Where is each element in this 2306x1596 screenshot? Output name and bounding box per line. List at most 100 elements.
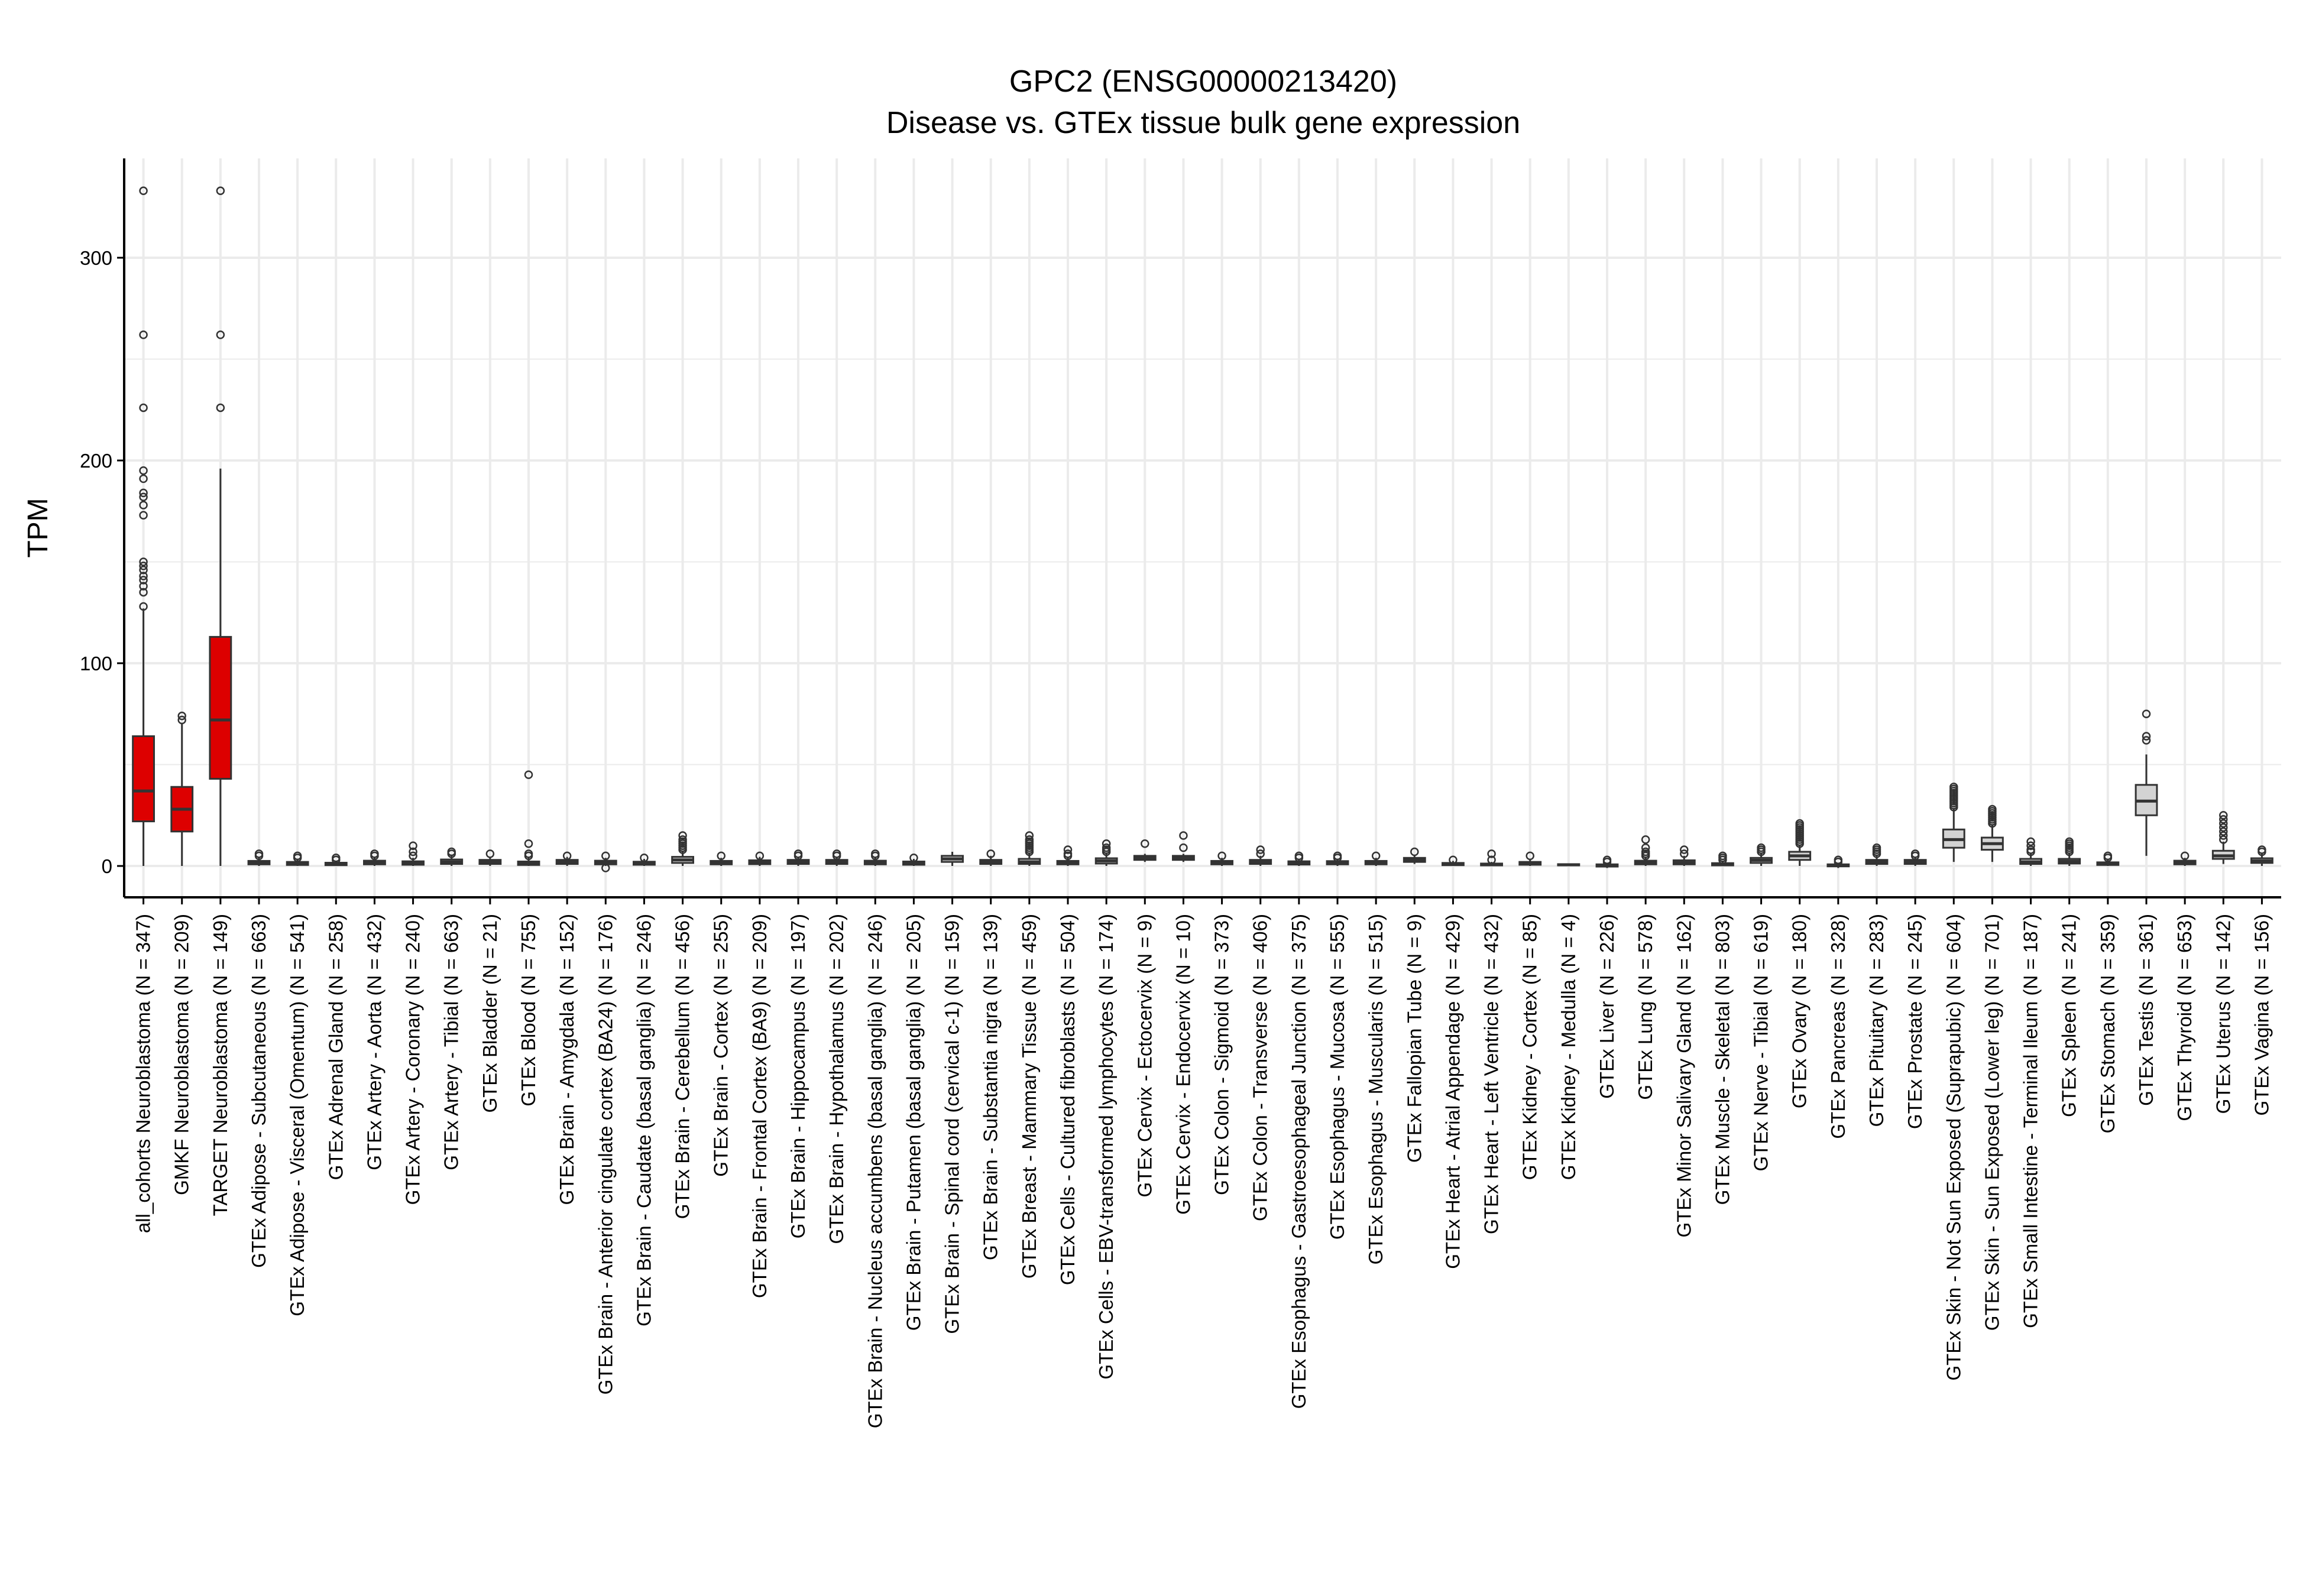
- outlier-point: [1102, 843, 1111, 852]
- box-group: [1133, 839, 1157, 862]
- outlier-point: [216, 330, 225, 339]
- x-tick-label: all_cohorts Neuroblastoma (N = 347): [132, 914, 154, 1233]
- x-tick-label: GTEx Artery - Coronary (N = 240): [402, 914, 424, 1205]
- x-tick-label: GTEx Pituitary (N = 283): [1865, 914, 1887, 1127]
- box-group: [1326, 851, 1349, 866]
- outlier-point: [1025, 835, 1034, 844]
- outlier-point: [139, 466, 148, 475]
- box-group: [1595, 855, 1619, 868]
- box-group: [517, 770, 540, 866]
- outlier-point: [485, 849, 495, 858]
- x-tick-label: GTEx Brain - Anterior cingulate cortex (…: [594, 914, 616, 1394]
- box-group: [132, 186, 155, 866]
- outlier-point: [601, 851, 610, 861]
- outlier-point: [909, 854, 918, 862]
- x-tick-label: GTEx Thyroid (N = 653): [2174, 914, 2195, 1121]
- outlier-point: [1217, 851, 1226, 861]
- box-iqr: [132, 735, 155, 823]
- outlier-point: [1834, 855, 1843, 864]
- x-tick-label: GTEx Brain - Frontal Cortex (BA9) (N = 2…: [749, 914, 770, 1298]
- outlier-point: [1949, 782, 1958, 791]
- outlier-point: [1371, 851, 1381, 861]
- box-group: [1981, 805, 2004, 862]
- outlier-point: [1641, 843, 1650, 852]
- outlier-point: [986, 849, 995, 858]
- outlier-point: [678, 835, 687, 844]
- box-group: [1557, 863, 1580, 867]
- outlier-point: [1025, 831, 1034, 840]
- x-tick-label: GTEx Stomach (N = 359): [2097, 914, 2119, 1133]
- x-tick-label: GTEx Cervix - Ectocervix (N = 9): [1133, 914, 1155, 1197]
- box-group: [941, 851, 964, 866]
- box-group: [748, 851, 772, 866]
- box-group: [1711, 851, 1734, 867]
- outlier-point: [2103, 851, 2113, 861]
- outlier-point: [293, 851, 302, 861]
- outlier-point: [755, 851, 765, 861]
- outlier-point: [1795, 819, 1804, 828]
- x-tick-label: GTEx Lung (N = 578): [1634, 914, 1656, 1100]
- x-tick-label: GTEx Esophagus - Muscularis (N = 515): [1365, 914, 1387, 1264]
- outlier-point: [139, 492, 148, 501]
- outlier-point: [2065, 837, 2074, 846]
- outlier-point: [2026, 845, 2035, 854]
- x-tick-label: GTEx Spleen (N = 241): [2058, 914, 2080, 1117]
- box-group: [247, 849, 271, 866]
- box-group: [710, 851, 733, 866]
- outlier-point: [2219, 815, 2228, 824]
- box-group: [1480, 849, 1503, 867]
- x-tick-label: GTEx Brain - Cerebellum (N = 456): [672, 914, 694, 1219]
- box-group: [1403, 847, 1426, 864]
- outlier-point: [2219, 823, 2228, 832]
- x-tick-label: GTEx Adipose - Visceral (Omentum) (N = 5…: [286, 914, 308, 1316]
- box-group: [2019, 837, 2042, 866]
- outlier-point: [562, 851, 572, 861]
- x-tick-label: TARGET Neuroblastoma (N = 149): [209, 914, 231, 1216]
- y-axis-title: TPM: [22, 498, 54, 557]
- x-tick-label: GTEx Kidney - Medulla (N = 4): [1557, 914, 1579, 1180]
- box-group: [1287, 851, 1311, 866]
- box-group: [2211, 811, 2235, 864]
- outlier-point: [2219, 831, 2228, 840]
- outlier-point: [2219, 827, 2228, 836]
- outlier-point: [1718, 851, 1727, 861]
- outlier-point: [254, 849, 264, 858]
- x-tick-label: GTEx Cells - Cultured fibroblasts (N = 5…: [1057, 914, 1078, 1285]
- box-group: [1210, 851, 1233, 866]
- outlier-point: [139, 602, 148, 611]
- outlier-point: [524, 849, 533, 858]
- x-tick-label: GTEx Skin - Sun Exposed (Lower leg) (N =…: [1981, 914, 2003, 1331]
- box-group: [1056, 845, 1080, 866]
- x-tick-label: GTEx Testis (N = 361): [2135, 914, 2157, 1106]
- outlier-point: [447, 847, 456, 857]
- outlier-point: [1063, 845, 1073, 854]
- outlier-point: [1910, 849, 1920, 858]
- outlier-point: [678, 831, 687, 840]
- x-tick-label: GTEx Cells - EBV-transformed lymphocytes…: [1095, 914, 1117, 1380]
- outlier-point: [139, 186, 148, 196]
- outlier-point: [1680, 845, 1689, 854]
- outlier-point: [2142, 736, 2151, 745]
- box-group: [1518, 851, 1542, 866]
- outlier-point: [370, 849, 379, 858]
- box-group: [902, 854, 925, 866]
- outlier-point: [139, 511, 148, 520]
- x-tick-label: GTEx Brain - Nucleus accumbens (basal ga…: [864, 914, 886, 1428]
- x-tick-label: GTEx Small Intestine - Terminal Ileum (N…: [2020, 914, 2042, 1328]
- box-group: [1826, 855, 1850, 868]
- outlier-point: [409, 847, 417, 857]
- outlier-point: [2219, 811, 2228, 820]
- box-group: [478, 849, 502, 866]
- outlier-point: [2258, 845, 2266, 854]
- outlier-point: [2219, 835, 2228, 844]
- outlier-point: [832, 849, 841, 858]
- box-group: [979, 849, 1003, 866]
- box-group: [1249, 845, 1272, 866]
- x-tick-label: GTEx Uterus (N = 142): [2212, 914, 2234, 1114]
- y-tick-label: 200: [80, 450, 112, 472]
- box-group: [1903, 849, 1927, 866]
- outlier-point: [1988, 805, 1997, 814]
- chart-title: GPC2 (ENSG00000213420): [1009, 64, 1397, 99]
